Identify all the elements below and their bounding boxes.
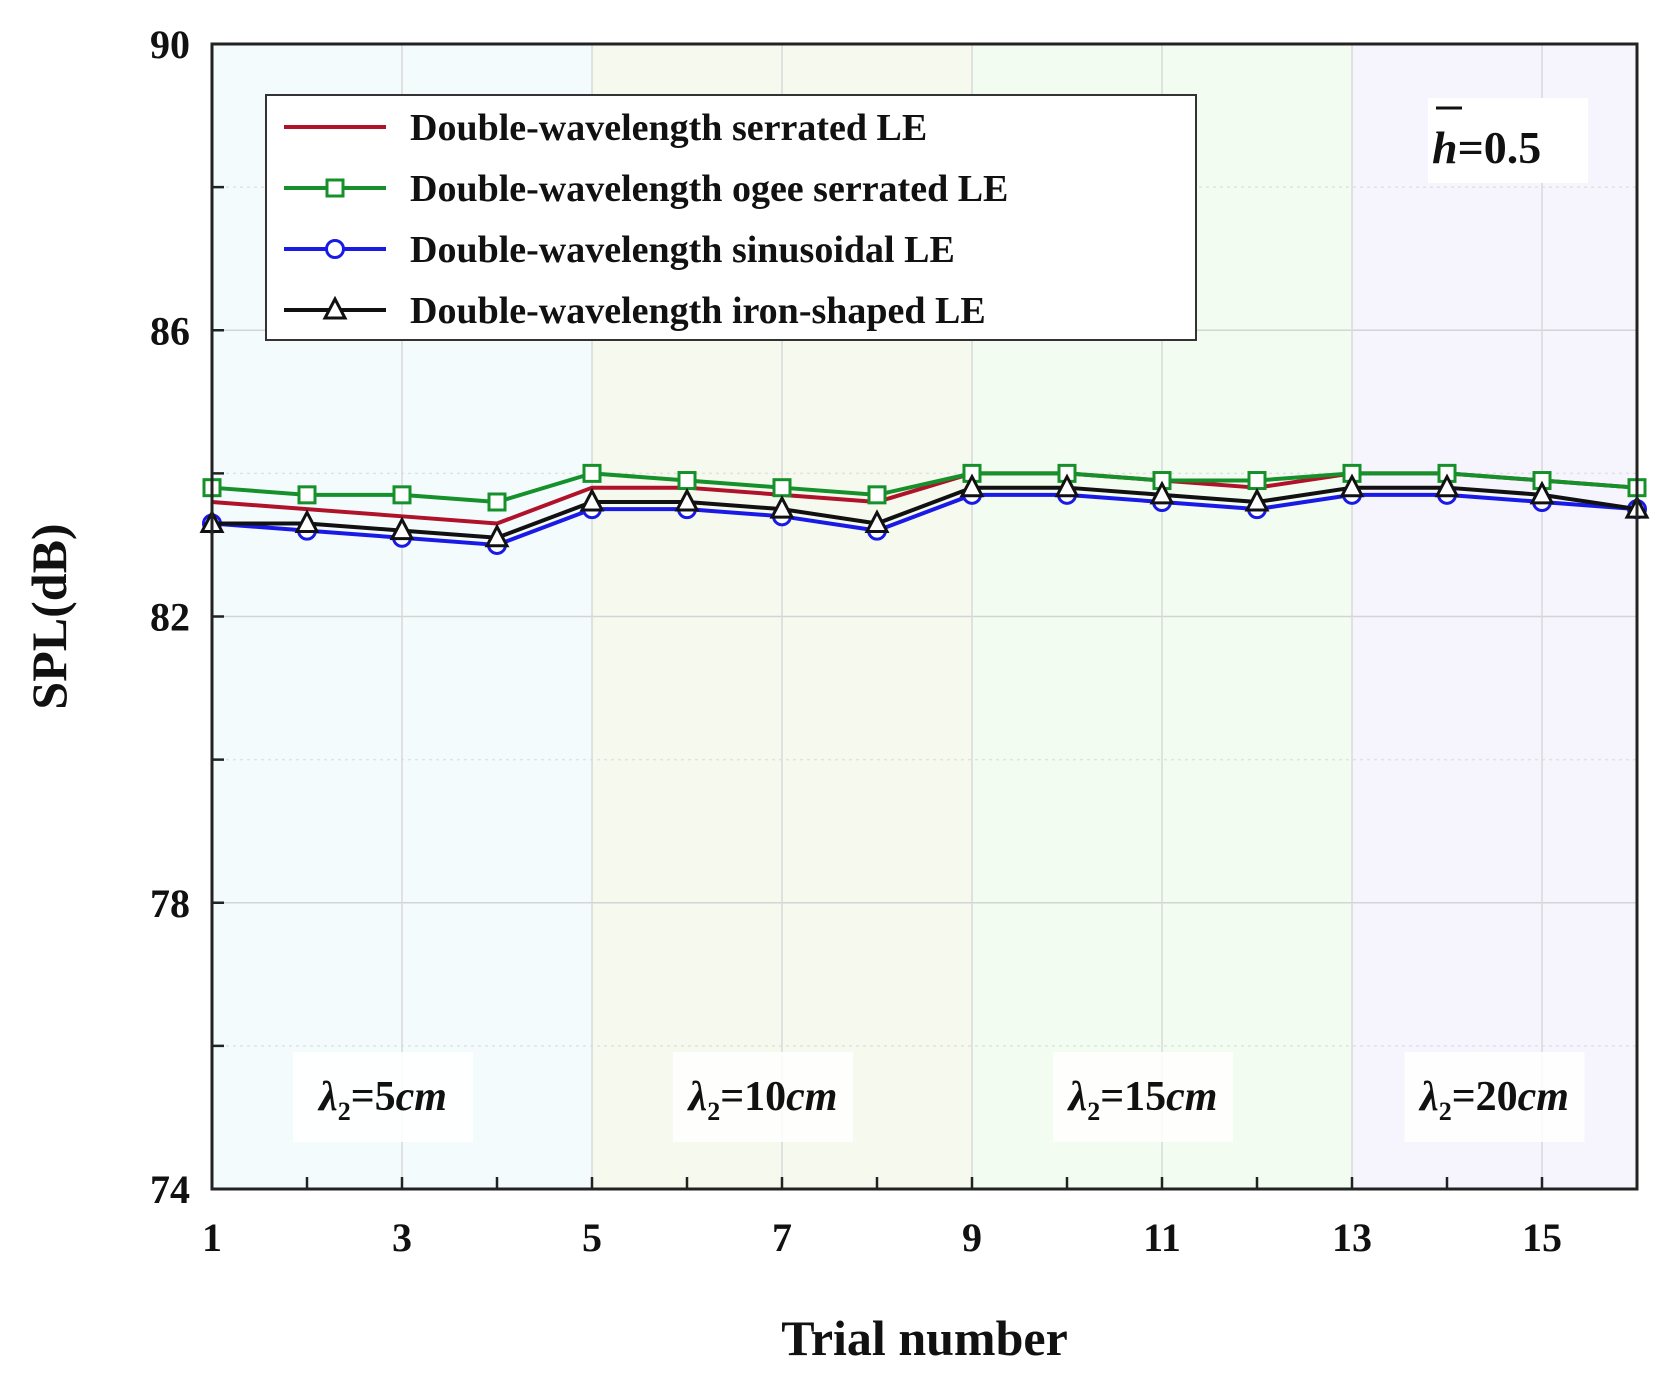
data-point [1244, 487, 1270, 512]
data-point [1434, 473, 1460, 498]
region-label-text: λ2=5cm [317, 1074, 447, 1126]
legend-label: Double-wavelength sinusoidal LE [410, 229, 955, 271]
data-point [294, 509, 320, 533]
x-tick-label: 1 [202, 1215, 222, 1260]
data-point [674, 487, 700, 512]
data-point [389, 516, 415, 541]
legend-label: Double-wavelength iron-shaped LE [410, 290, 986, 332]
legend-box [265, 94, 1197, 341]
x-tick-label: 13 [1332, 1215, 1372, 1260]
data-point [484, 523, 510, 548]
region-label-text: λ2=20cm [1418, 1074, 1569, 1126]
legend-entry-3: Double-wavelength sinusoidal LE [284, 229, 955, 271]
data-point [864, 509, 890, 533]
data-point [297, 485, 317, 505]
region-label-text: λ2=10cm [687, 1074, 838, 1126]
x-axis-title: Trial number [781, 1310, 1068, 1366]
y-tick-label: 90 [150, 22, 190, 67]
y-axis-title: SPL(dB) [21, 523, 77, 709]
region-label-4: λ2=20cm [1404, 1052, 1585, 1142]
series-line [212, 485, 1638, 540]
legend-entry-2: Double-wavelength ogee serrated LE [284, 168, 1008, 210]
legend-label: Double-wavelength ogee serrated LE [410, 168, 1008, 210]
series-4 [199, 473, 1650, 548]
legend-label: Double-wavelength serrated LE [410, 107, 927, 149]
data-point [1247, 471, 1267, 491]
region-label-2: λ2=10cm [673, 1052, 853, 1142]
data-series [199, 463, 1650, 555]
y-tick-label: 86 [150, 308, 190, 353]
data-point [392, 485, 412, 505]
legend-entry-1: Double-wavelength serrated LE [284, 107, 927, 149]
y-tick-label: 78 [150, 881, 190, 926]
parameter-label-text: h=0.5 [1432, 122, 1541, 173]
parameter-label: h=0.5 [1428, 98, 1588, 183]
data-point [677, 471, 697, 491]
legend: Double-wavelength serrated LE Double-wave… [265, 94, 1197, 341]
x-tick-label: 3 [392, 1215, 412, 1260]
data-point [579, 487, 605, 512]
region-label-bg [1404, 1052, 1585, 1142]
series-line [211, 492, 1638, 547]
y-tick-label: 82 [150, 595, 190, 640]
region-labels: λ2=5cm λ2=10cm λ2=15cm λ2=20cm [293, 1052, 1585, 1142]
x-tick-label: 15 [1522, 1215, 1562, 1260]
data-point [1339, 473, 1365, 498]
data-point [772, 478, 792, 498]
legend-marker [325, 239, 345, 259]
region-label-3: λ2=15cm [1053, 1052, 1233, 1142]
region-label-bg [293, 1052, 473, 1142]
data-point [1054, 473, 1080, 498]
region-label-bg [1053, 1052, 1233, 1142]
x-tick-label: 7 [772, 1215, 792, 1260]
data-point [769, 494, 795, 519]
region-label-text: λ2=15cm [1067, 1074, 1218, 1126]
x-tick-label: 9 [962, 1215, 982, 1260]
series-line [211, 471, 1638, 504]
data-point [867, 485, 887, 505]
x-tick-label: 5 [582, 1215, 602, 1260]
data-point [487, 492, 507, 512]
region-label-bg [673, 1052, 853, 1142]
data-point [959, 473, 985, 498]
region-label-1: λ2=5cm [293, 1052, 473, 1142]
parameter-label-bg [1428, 98, 1588, 183]
data-point [1529, 480, 1555, 505]
data-point [582, 463, 602, 483]
data-point [1149, 480, 1175, 505]
legend-marker [322, 295, 348, 320]
x-tick-label: 11 [1143, 1215, 1181, 1260]
legend-entry-4: Double-wavelength iron-shaped LE [284, 290, 986, 332]
y-tick-label: 74 [150, 1167, 190, 1212]
legend-marker [325, 178, 345, 198]
